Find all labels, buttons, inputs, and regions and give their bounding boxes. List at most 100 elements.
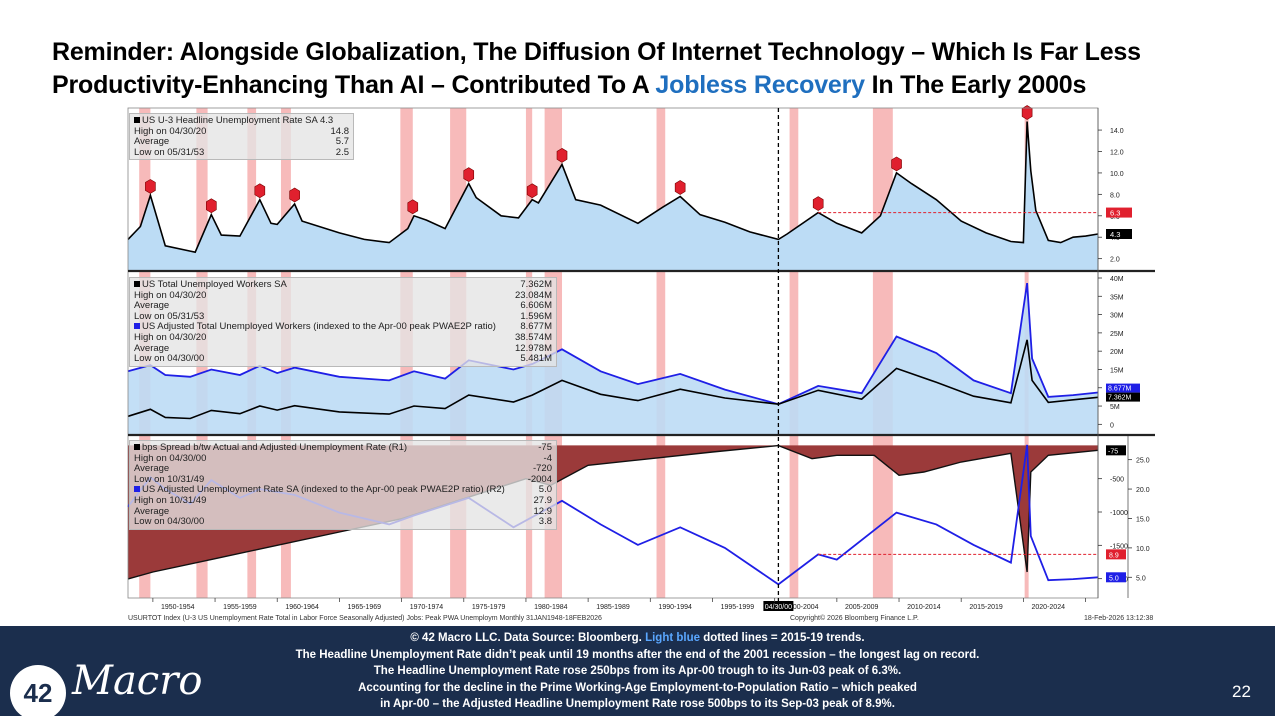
legend-row-value: 27.9 [533,494,553,506]
legend-row-value: 5.7 [335,136,349,148]
x-tick-label: 2020-2024 [1032,604,1066,611]
legend-row-label: Low on 04/30/00 [134,516,205,528]
axis-tick-label: 35M [1110,294,1124,301]
legend-row-value: 2.5 [335,146,349,158]
chart-axes: 2.04.06.08.010.012.014.06.34.305M10M15M2… [152,128,1150,611]
legend-series-name: US Total Unemployed Workers SA [142,279,287,290]
spread-line [127,444,1099,580]
recession-marker-icon [891,156,902,172]
recession-marker-icon [407,199,419,215]
axis-tick-label: 0 [1110,422,1114,429]
recession-marker-icon [556,148,568,163]
legend-series-last: 4.3 [319,115,334,126]
x-tick-label: 1975-1979 [472,604,506,611]
legend-panel1: US U-3 Headline Unemployment Rate SA 4.3… [129,113,354,161]
x-tick-label: 1990-1994 [658,604,692,611]
panel-unemployment-rate [127,105,1099,270]
axis-tick-label-r1: -500 [1110,477,1124,484]
legend-row-label: Low on 05/31/53 [134,310,205,322]
adjusted-workers-area [128,283,1098,434]
recession-marker-icon [145,179,156,194]
legend-row-value: 6.606M [520,300,552,312]
recession-band [789,108,799,598]
legend-row-value: 14.8 [330,125,350,137]
footer-line-1-pre: © 42 Macro LLC. Data Source: Bloomberg. [410,632,646,644]
title-highlight: Jobless Recovery [655,71,865,99]
axis-tick-label-r2: 15.0 [1136,516,1150,523]
legend-swatch-icon [134,323,140,330]
x-tick-label: 00-2004 [793,604,819,611]
legend-row-value: 12.9 [533,505,553,517]
legend-row-value: 3.8 [538,516,552,528]
recession-marker-icon [206,198,217,214]
legend-series-last: 8.677M [520,321,552,333]
recession-marker-icon [526,183,538,199]
x-tick-label: 1955-1959 [223,604,257,611]
footer-bar: 42 Macro © 42 Macro LLC. Data Source: Bl… [0,626,1275,716]
x-tick-label: 2005-2009 [845,604,879,611]
legend-row-label: Low on 05/31/53 [134,146,205,158]
footer-line-4: Accounting for the decline in the Prime … [358,681,917,694]
value-tag-adjusted-label: 5.0 [1109,575,1119,582]
axis-tick-label-r1: -1500 [1110,543,1128,550]
axis-tick-label: 12.0 [1110,150,1124,157]
axis-tick-label: 14.0 [1110,128,1124,135]
x-tick-label: 1980-1984 [534,604,568,611]
legend-row-label: High on 04/30/20 [134,125,207,137]
panel-unemployed-workers [127,282,1099,434]
x-tick-label: 1950-1954 [161,604,195,611]
legend-row-value: 5.481M [520,353,552,365]
legend-row-label: High on 04/30/00 [134,452,207,464]
recession-marker-icon [1021,105,1033,120]
footer-line-5: in Apr-00 – the Adjusted Headline Unempl… [380,698,895,711]
footer-light-blue-label: Light blue [645,632,701,644]
value-tag-total [1106,392,1140,402]
axis-tick-label-r2: 10.0 [1136,546,1150,553]
logo-42-icon: 42 [10,665,66,716]
timestamp: 18-Feb-2026 13:12:38 [1084,615,1154,622]
adjusted-workers-line [127,282,1099,406]
x-tick-label: 2010-2014 [907,604,941,611]
x-tick-label: 2015-2019 [969,604,1003,611]
axis-tick-label: 15M [1110,367,1124,374]
x-tick-label: 1970-1974 [410,604,444,611]
chart-frame [127,107,1155,610]
axis-tick-label: 2.0 [1110,257,1120,264]
x-tick-label: 1985-1989 [596,604,630,611]
value-tag-total-label: 7.362M [1108,395,1132,402]
legend-swatch-icon [134,444,140,450]
legend-series-last: 7.362M [520,279,552,290]
footer-line-1: © 42 Macro LLC. Data Source: Bloomberg. … [230,630,1045,647]
value-tag-trend [1106,549,1126,560]
axis-tick-label: 25M [1110,331,1124,338]
legend-row-value: -4 [543,452,552,464]
value-tag-trend-label: 8.9 [1109,552,1119,559]
unemployment-line [127,121,1099,254]
title-line-2: Productivity-Enhancing Than AI – Contrib… [52,69,1242,102]
axis-tick-label: 10.0 [1110,171,1124,178]
recession-marker-icon [674,180,686,195]
x-tick-label: 1960-1964 [285,604,319,611]
legend-row-label: High on 04/30/20 [134,289,207,301]
legend-row-value: 12.978M [515,342,552,354]
recession-marker-icon [254,183,266,199]
legend-row-label: High on 10/31/49 [134,494,207,506]
recession-band [656,108,666,598]
title-line-2-pre: Productivity-Enhancing Than AI – Contrib… [52,71,656,99]
value-tag-last [1106,229,1132,239]
value-tag-trend-label: 6.3 [1110,209,1120,218]
value-tag-last-label: 4.3 [1110,230,1120,239]
value-tag-spread-label: -75 [1108,448,1118,455]
total-workers-line [127,339,1099,420]
logo-macro-wordmark: Macro [72,658,203,704]
axis-tick-label: 40M [1110,276,1124,283]
legend-row-label: Average [134,342,170,354]
axis-tick-label: 30M [1110,313,1124,320]
x-tick-label: 1995-1999 [721,604,755,611]
legend-swatch-icon [134,486,140,493]
footer-line-1-post: dotted lines = 2015-19 trends. [700,632,865,644]
date-marker-tag [763,601,794,611]
date-marker-label: 04/30/00 [765,604,792,611]
recession-marker-icon [812,196,824,211]
copyright-note: Copyright© 2026 Bloomberg Finance L.P. [790,615,919,622]
